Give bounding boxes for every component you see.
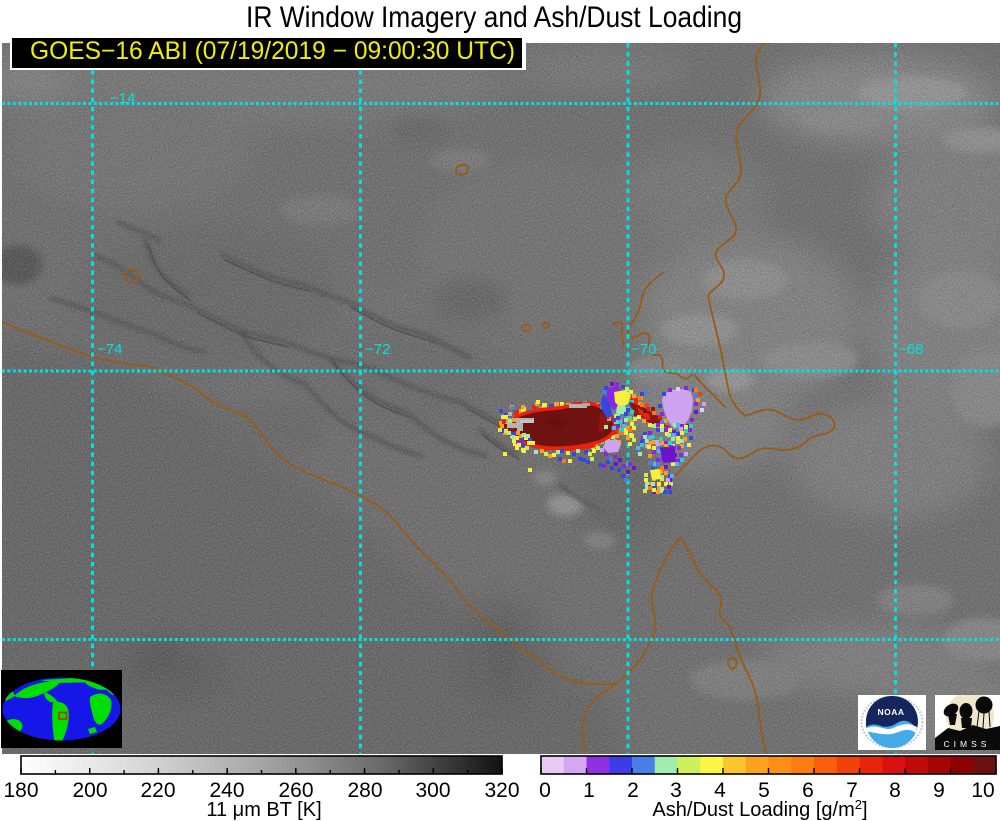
svg-text:Ash/Dust Loading [g/m2]: Ash/Dust Loading [g/m2]	[652, 797, 867, 821]
svg-text:4: 4	[714, 779, 726, 802]
svg-text:220: 220	[140, 779, 175, 802]
svg-text:7: 7	[846, 779, 858, 802]
svg-text:−70: −70	[631, 341, 656, 358]
svg-text:200: 200	[72, 779, 107, 802]
svg-text:180: 180	[3, 779, 38, 802]
svg-text:5: 5	[758, 779, 770, 802]
svg-text:NOAA: NOAA	[877, 707, 904, 717]
svg-text:300: 300	[415, 779, 450, 802]
svg-text:CIMSS: CIMSS	[944, 739, 991, 749]
svg-text:8: 8	[889, 779, 901, 802]
svg-text:240: 240	[209, 779, 244, 802]
svg-text:−72: −72	[365, 341, 390, 358]
svg-text:9: 9	[933, 779, 945, 802]
svg-text:−14: −14	[110, 90, 135, 107]
svg-text:6: 6	[802, 779, 814, 802]
svg-text:260: 260	[278, 779, 313, 802]
svg-text:320: 320	[484, 779, 519, 802]
svg-text:0: 0	[539, 779, 551, 802]
svg-text:−74: −74	[97, 341, 122, 358]
svg-text:GOES−16 ABI (07/19/2019 − 09:0: GOES−16 ABI (07/19/2019 − 09:00:30 UTC)	[30, 37, 515, 65]
svg-text:11 μm BT [K]: 11 μm BT [K]	[206, 799, 321, 821]
svg-text:1: 1	[583, 779, 595, 802]
svg-text:2: 2	[627, 779, 639, 802]
svg-text:10: 10	[971, 779, 994, 802]
svg-text:IR Window Imagery and Ash/Dust: IR Window Imagery and Ash/Dust Loading	[246, 1, 742, 34]
svg-text:−68: −68	[898, 341, 923, 358]
svg-text:3: 3	[670, 779, 682, 802]
svg-text:280: 280	[347, 779, 382, 802]
